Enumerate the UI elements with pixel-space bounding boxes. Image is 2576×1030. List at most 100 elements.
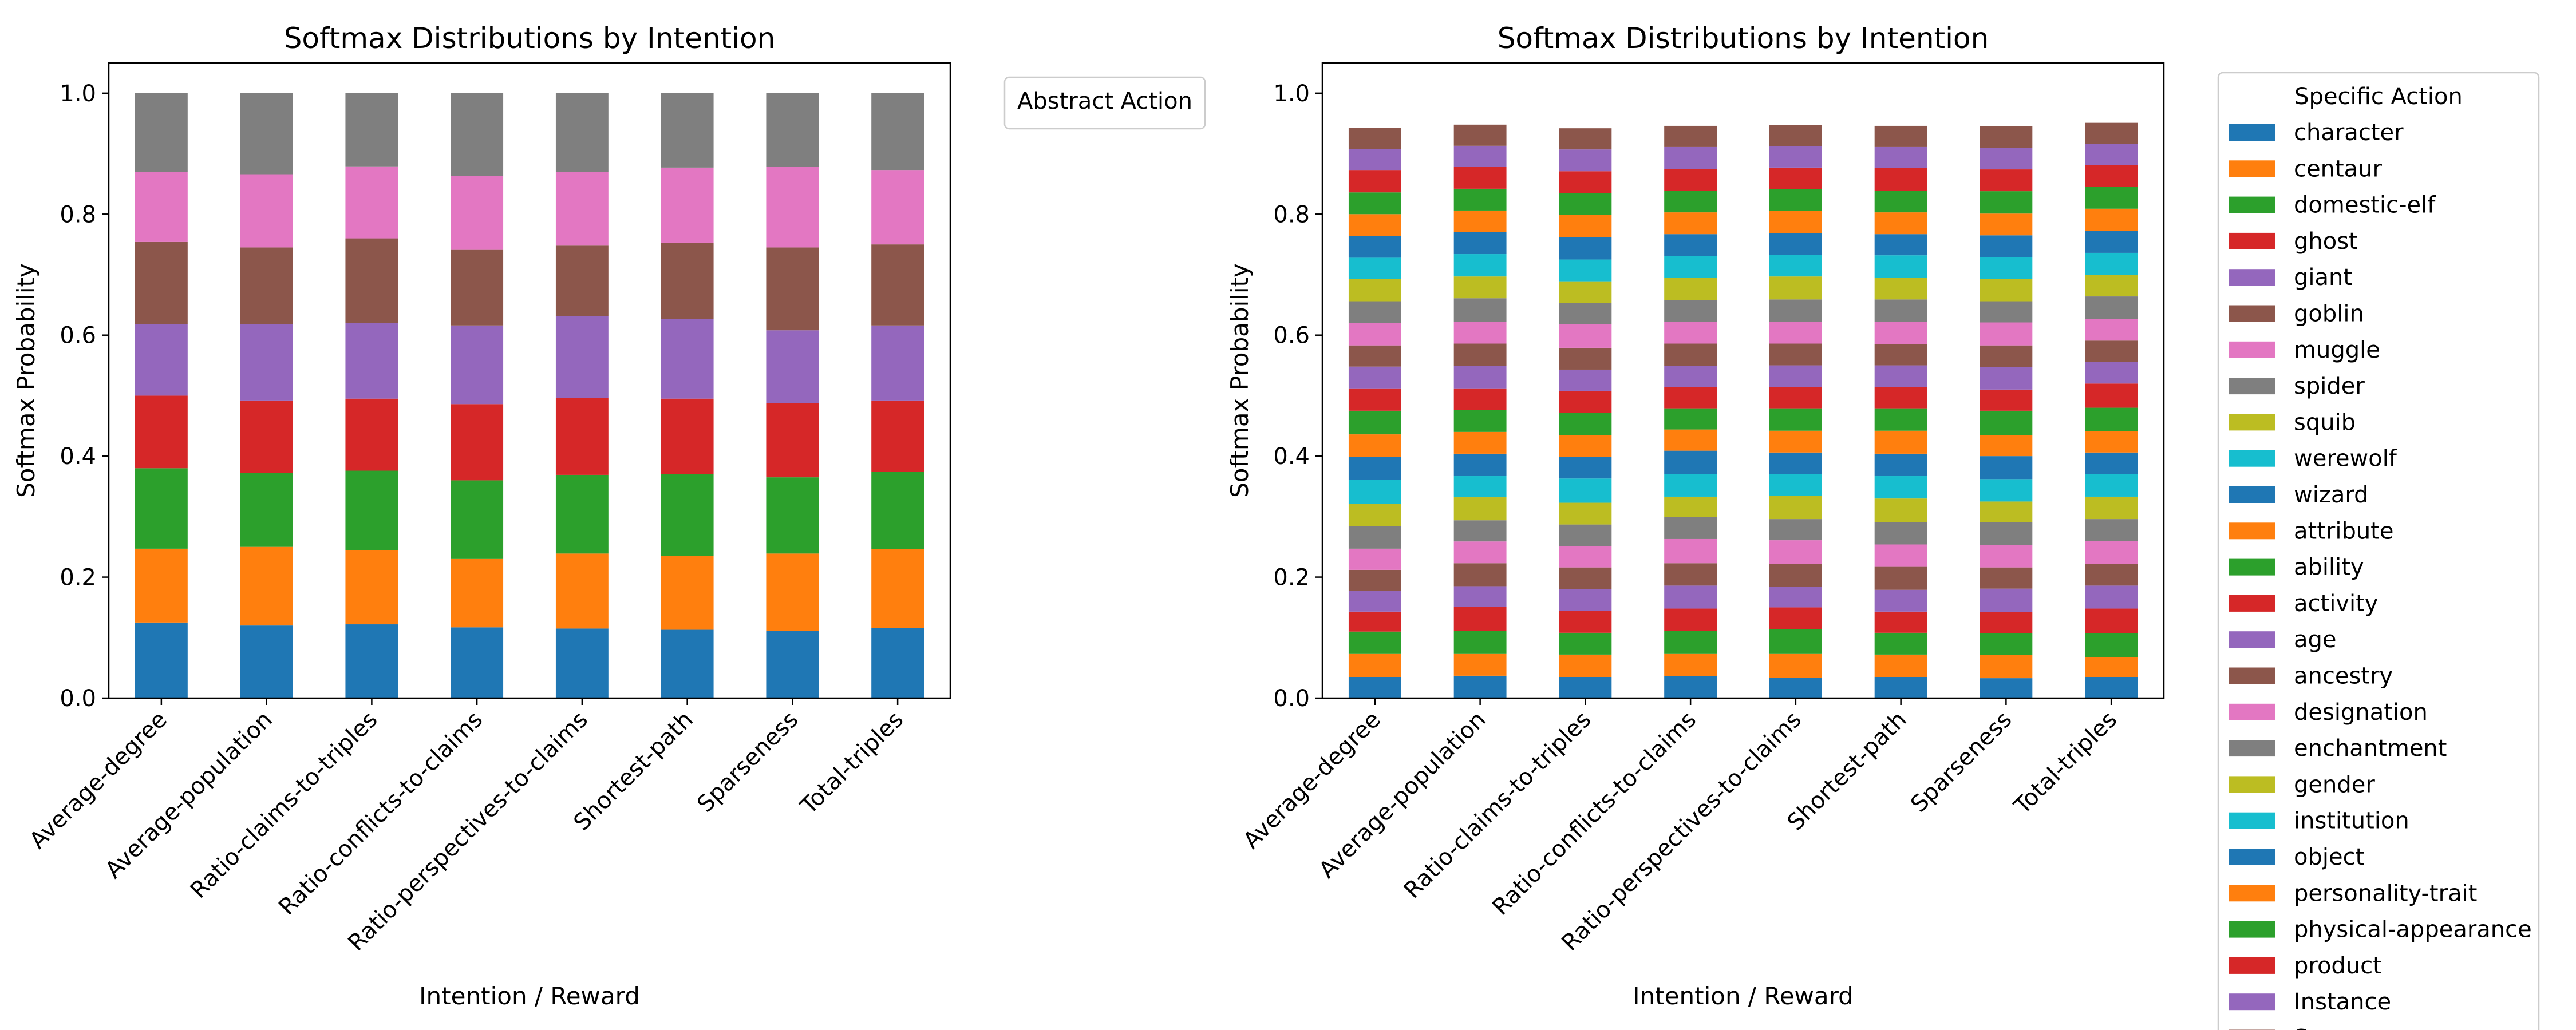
bar-segment xyxy=(345,550,398,625)
bar-segment xyxy=(1453,188,1507,211)
bar-segment xyxy=(661,319,714,399)
bar-segment xyxy=(555,474,609,554)
bar-segment xyxy=(240,546,293,626)
bar-segment xyxy=(345,238,398,323)
bar-segment xyxy=(1980,479,2033,502)
bar-segment xyxy=(1348,388,1401,411)
bar-segment xyxy=(2085,319,2138,341)
bar-segment xyxy=(135,241,188,324)
bar-segment xyxy=(1348,526,1401,549)
bar-segment xyxy=(555,628,609,698)
bar-segment xyxy=(2085,474,2138,497)
bar-segment xyxy=(1348,170,1401,193)
y-tick-label: 0.4 xyxy=(60,443,96,470)
bar-segment xyxy=(1453,563,1507,587)
bar-segment xyxy=(661,629,714,698)
y-tick-label: 0.0 xyxy=(60,686,96,712)
legend-entry-label: personality-trait xyxy=(2294,880,2477,906)
bar-segment xyxy=(1348,301,1401,323)
bar-segment xyxy=(345,93,398,167)
bar-segment xyxy=(1559,149,1612,172)
bar-segment xyxy=(1559,171,1612,193)
x-tick-label: Sparseness xyxy=(692,707,803,818)
bar-segment xyxy=(766,93,819,167)
bar-segment xyxy=(1559,347,1612,370)
bar-segment xyxy=(1664,517,1717,539)
bar-segment xyxy=(1348,569,1401,591)
bar-segment xyxy=(1453,541,1507,564)
legend-entry-label: institution xyxy=(2294,808,2409,834)
bar-segment xyxy=(1559,677,1612,698)
bar-segment xyxy=(1980,410,2033,435)
y-tick-label: 1.0 xyxy=(1273,81,1310,107)
bar-segment xyxy=(1769,629,1822,654)
bar-segment xyxy=(1664,538,1717,564)
legend-title: Abstract Action xyxy=(1017,88,1192,114)
bar-segment xyxy=(1874,566,1927,590)
y-tick-label: 1.0 xyxy=(60,81,96,107)
bar-segment xyxy=(1664,146,1717,169)
bar-segment xyxy=(1559,524,1612,546)
bar-segment xyxy=(1980,588,2033,612)
legend-swatch xyxy=(2229,269,2275,286)
x-tick-label: Ratio-conflicts-to-claims xyxy=(1487,707,1701,921)
bar-segment xyxy=(1874,387,1927,409)
bar-segment xyxy=(1559,502,1612,525)
bar-segment xyxy=(661,398,714,474)
bar-segment xyxy=(555,93,609,172)
bar-segment xyxy=(1769,125,1822,146)
bar-segment xyxy=(1874,299,1927,322)
bar-segment xyxy=(1769,146,1822,168)
bar-segment xyxy=(1559,259,1612,282)
legend-entry-label: ancestry xyxy=(2294,663,2393,690)
y-tick-label: 0.6 xyxy=(60,323,96,349)
bar-segment xyxy=(1664,212,1717,235)
bar-segment xyxy=(871,400,924,472)
bar-segment xyxy=(2085,187,2138,209)
legend-entry-label: goblin xyxy=(2294,301,2364,327)
x-tick-label: Ratio-claims-to-triples xyxy=(185,707,383,904)
bar-segment xyxy=(766,403,819,478)
legend-swatch xyxy=(2229,667,2275,684)
bar-segment xyxy=(135,395,188,469)
bar-segment xyxy=(1559,478,1612,503)
bar-segment xyxy=(555,245,609,316)
bar-segment xyxy=(135,324,188,396)
legend-entry-label: wizard xyxy=(2294,482,2368,508)
bar-segment xyxy=(1769,564,1822,587)
y-tick-label: 0.2 xyxy=(60,565,96,591)
legend-swatch xyxy=(2229,849,2275,865)
bar-segment xyxy=(1874,611,1927,633)
bar-segment xyxy=(1874,322,1927,344)
legend-entry-label: product xyxy=(2294,953,2382,979)
legend-swatch xyxy=(2229,595,2275,612)
legend-swatch xyxy=(2229,993,2275,1011)
bar-segment xyxy=(135,548,188,623)
bar-segment xyxy=(1559,237,1612,260)
bar-segment xyxy=(1769,607,1822,629)
bar-segment xyxy=(1453,232,1507,255)
legend-swatch xyxy=(2229,522,2275,540)
bar-segment xyxy=(1980,279,2033,302)
legend-swatch xyxy=(2229,631,2275,648)
bar-segment xyxy=(1980,322,2033,346)
bar-segment xyxy=(1664,450,1717,474)
bar-segment xyxy=(2085,431,2138,453)
y-tick-label: 0.4 xyxy=(1273,443,1310,470)
bar-segment xyxy=(1559,632,1612,655)
bar-segment xyxy=(1874,344,1927,366)
legend-entry-label: giant xyxy=(2294,264,2352,291)
bar-segment xyxy=(766,553,819,631)
bar-segment xyxy=(766,247,819,331)
bar-segment xyxy=(1769,678,1822,698)
bar-segment xyxy=(1348,631,1401,654)
bar-segment xyxy=(661,93,714,168)
bar-segment xyxy=(661,242,714,319)
bar-segment xyxy=(1348,591,1401,612)
legend-swatch xyxy=(2229,196,2275,213)
bar-segment xyxy=(2085,340,2138,362)
bar-segment xyxy=(240,174,293,248)
bar-segment xyxy=(2085,122,2138,144)
bar-segment xyxy=(1980,522,2033,545)
bar-segment xyxy=(1559,457,1612,479)
